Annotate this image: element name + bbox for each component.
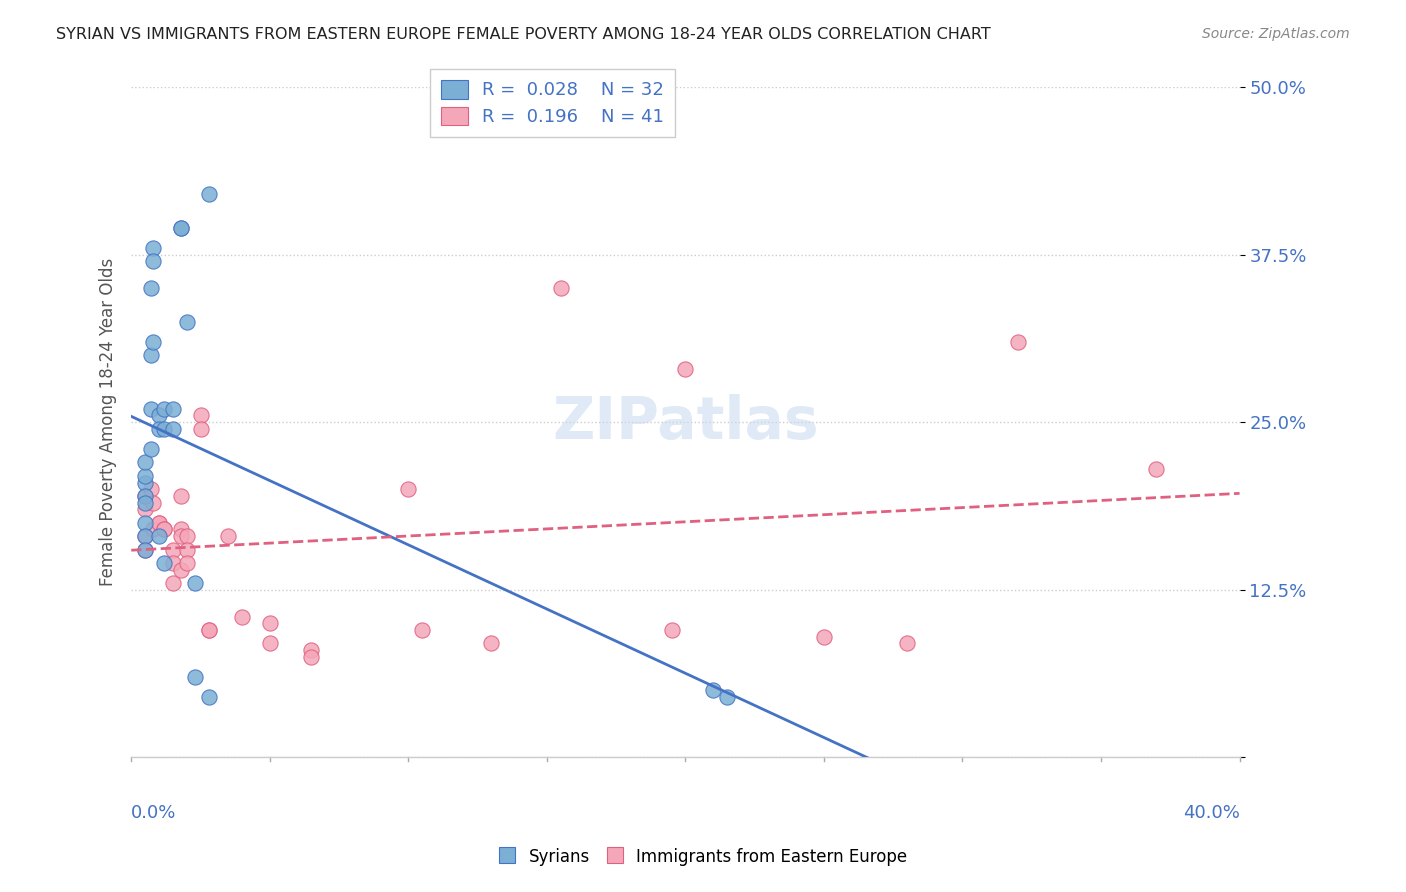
Y-axis label: Female Poverty Among 18-24 Year Olds: Female Poverty Among 18-24 Year Olds <box>100 258 117 586</box>
Text: ZIPatlas: ZIPatlas <box>553 393 818 450</box>
Text: Source: ZipAtlas.com: Source: ZipAtlas.com <box>1202 27 1350 41</box>
Point <box>231 609 253 624</box>
Point <box>134 529 156 543</box>
Point <box>134 495 156 509</box>
Point <box>170 523 193 537</box>
Point <box>134 455 156 469</box>
Point <box>550 281 572 295</box>
Point <box>702 683 724 698</box>
Point <box>134 489 156 503</box>
Point <box>134 468 156 483</box>
Point <box>139 401 162 416</box>
Point <box>176 542 198 557</box>
Point <box>162 556 184 570</box>
Point <box>198 187 221 202</box>
Point <box>673 361 696 376</box>
Point <box>176 556 198 570</box>
Text: SYRIAN VS IMMIGRANTS FROM EASTERN EUROPE FEMALE POVERTY AMONG 18-24 YEAR OLDS CO: SYRIAN VS IMMIGRANTS FROM EASTERN EUROPE… <box>56 27 991 42</box>
Point <box>139 281 162 295</box>
Point <box>162 576 184 591</box>
Point <box>259 636 281 650</box>
Point <box>142 495 165 509</box>
Point <box>184 670 207 684</box>
Point <box>170 220 193 235</box>
Point <box>139 482 162 496</box>
Point <box>170 220 193 235</box>
Point <box>299 643 322 657</box>
Point <box>184 576 207 591</box>
Point <box>170 489 193 503</box>
Point <box>299 649 322 664</box>
Point <box>176 529 198 543</box>
Point <box>148 516 170 530</box>
Point <box>153 401 176 416</box>
Point <box>396 482 419 496</box>
Point <box>190 409 212 423</box>
Point <box>411 623 433 637</box>
Point <box>1007 334 1029 349</box>
Point <box>134 489 156 503</box>
Point <box>170 563 193 577</box>
Point <box>259 616 281 631</box>
Point <box>142 241 165 255</box>
Point <box>134 529 156 543</box>
Point <box>142 334 165 349</box>
Point <box>198 623 221 637</box>
Point <box>190 422 212 436</box>
Point <box>896 636 918 650</box>
Point <box>217 529 239 543</box>
Point <box>148 529 170 543</box>
Point <box>176 315 198 329</box>
Point <box>142 523 165 537</box>
Point <box>162 401 184 416</box>
Point <box>1144 462 1167 476</box>
Point <box>153 422 176 436</box>
Point <box>170 529 193 543</box>
Text: 40.0%: 40.0% <box>1182 805 1240 822</box>
Point <box>162 422 184 436</box>
Point <box>481 636 503 650</box>
Point <box>148 516 170 530</box>
Point <box>139 348 162 362</box>
Point <box>134 542 156 557</box>
Point <box>134 516 156 530</box>
Legend: Syrians, Immigrants from Eastern Europe: Syrians, Immigrants from Eastern Europe <box>491 840 915 875</box>
Point <box>198 623 221 637</box>
Point <box>134 502 156 516</box>
Point <box>716 690 738 704</box>
Point <box>198 690 221 704</box>
Point <box>142 254 165 268</box>
Point <box>134 542 156 557</box>
Point <box>162 542 184 557</box>
Text: 0.0%: 0.0% <box>131 805 177 822</box>
Point <box>139 442 162 456</box>
Point <box>134 475 156 490</box>
Legend: R =  0.028    N = 32, R =  0.196    N = 41: R = 0.028 N = 32, R = 0.196 N = 41 <box>430 70 675 136</box>
Point <box>813 630 835 644</box>
Point <box>661 623 683 637</box>
Point <box>153 523 176 537</box>
Point <box>148 409 170 423</box>
Point <box>153 523 176 537</box>
Point <box>148 422 170 436</box>
Point <box>153 556 176 570</box>
